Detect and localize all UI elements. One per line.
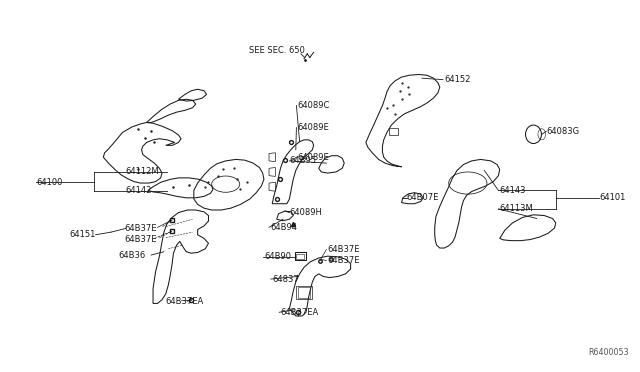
Text: 64089E: 64089E (298, 123, 330, 132)
Text: 64152: 64152 (444, 75, 470, 84)
Text: 64B95: 64B95 (289, 156, 316, 166)
Text: 64B36: 64B36 (118, 251, 145, 260)
Text: 64101: 64101 (599, 193, 625, 202)
Text: 64142: 64142 (125, 186, 152, 195)
Text: 64B37EA: 64B37EA (280, 308, 319, 317)
Text: 64143: 64143 (500, 186, 526, 195)
Text: 64089C: 64089C (298, 101, 330, 110)
Text: 64B37E: 64B37E (124, 235, 157, 244)
Text: 64B37EA: 64B37EA (166, 297, 204, 306)
Text: 64B37E: 64B37E (124, 224, 157, 233)
Text: 64100: 64100 (36, 178, 63, 187)
Text: 64089E: 64089E (298, 153, 330, 162)
Text: 64089H: 64089H (289, 208, 323, 217)
Text: 64B90: 64B90 (264, 252, 291, 262)
Text: SEE SEC. 650: SEE SEC. 650 (248, 46, 305, 55)
Text: R6400053: R6400053 (588, 347, 629, 357)
Text: 64113M: 64113M (500, 204, 534, 214)
Text: 64B07E: 64B07E (406, 193, 439, 202)
Text: 64083G: 64083G (546, 127, 579, 136)
Text: 64151: 64151 (69, 230, 96, 239)
Text: 64B94: 64B94 (270, 223, 298, 232)
Text: 64B37E: 64B37E (328, 256, 360, 265)
Text: 64B37E: 64B37E (328, 245, 360, 254)
Text: 64837: 64837 (272, 275, 299, 283)
Text: 64112M: 64112M (125, 167, 159, 176)
